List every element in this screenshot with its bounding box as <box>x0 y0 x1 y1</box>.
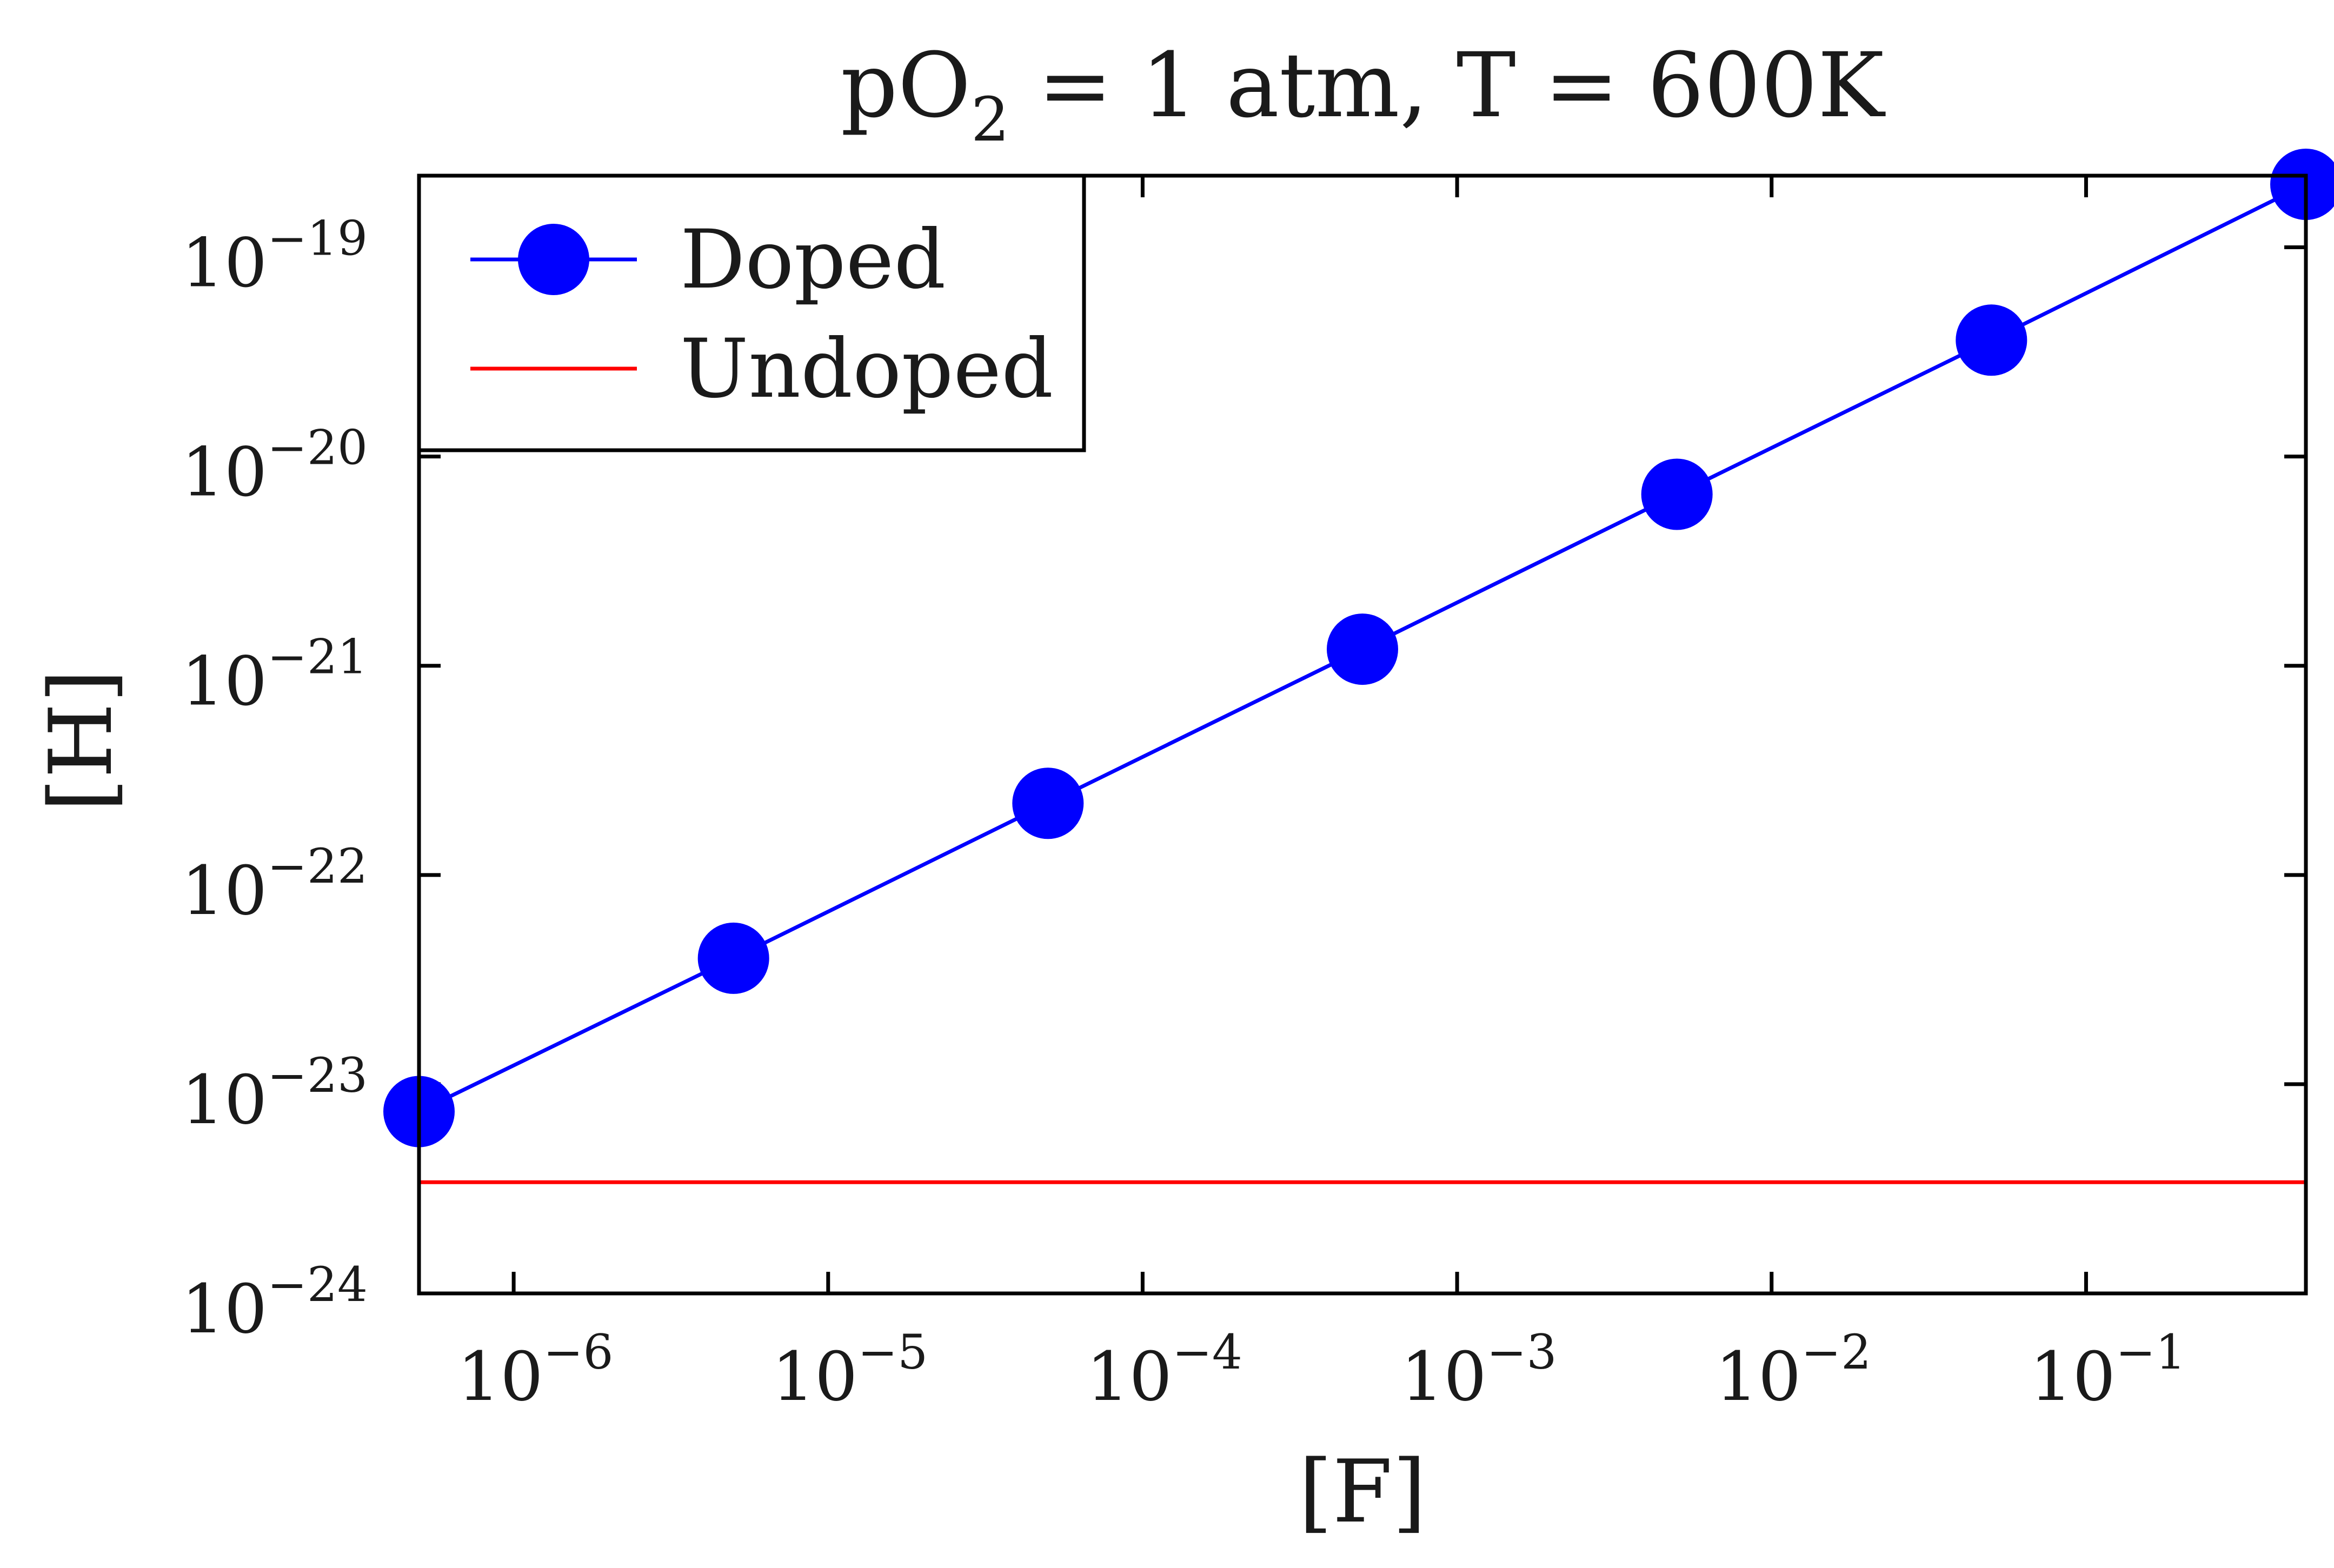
y-tick-label: 10−23 <box>181 1047 368 1139</box>
x-tick-label: 10−1 <box>2030 1324 2186 1416</box>
x-tick-label-exponent: −5 <box>857 1324 928 1380</box>
chart-title-subscript: 2 <box>971 85 1009 155</box>
y-tick-label-exponent: −21 <box>267 629 368 685</box>
legend-doped-marker <box>518 224 589 295</box>
chart-title-prefix: pO <box>841 34 971 137</box>
plot-frame <box>417 174 2308 1296</box>
series-doped-point <box>2270 149 2334 221</box>
y-tick-label: 10−22 <box>181 838 368 930</box>
x-tick-label: 10−3 <box>1401 1324 1557 1416</box>
y-tick-label: 10−19 <box>181 211 368 303</box>
y-tick-label-exponent: −19 <box>267 211 368 266</box>
x-axis-label: [F] <box>1299 1441 1426 1542</box>
x-tick-label: 10−5 <box>772 1324 928 1416</box>
y-tick-label-base: 10 <box>181 224 267 303</box>
y-tick-label-base: 10 <box>181 1061 267 1139</box>
y-tick-label-exponent: −24 <box>267 1257 368 1312</box>
series-doped-point <box>1327 613 1398 685</box>
x-tick-label-base: 10 <box>2030 1338 2116 1416</box>
x-tick-label-base: 10 <box>1086 1338 1172 1416</box>
legend: Doped Undoped <box>417 174 1086 452</box>
y-tick-label-base: 10 <box>181 1270 267 1349</box>
y-tick-label-base: 10 <box>181 852 267 930</box>
y-tick-label-exponent: −23 <box>267 1047 368 1103</box>
y-axis-label: [H] <box>30 669 131 812</box>
y-tick-label-exponent: −20 <box>267 420 368 476</box>
chart-title-suffix: = 1 atm, T = 600K <box>1009 34 1886 137</box>
x-tick-label-exponent: −4 <box>1172 1324 1242 1380</box>
series-doped-point <box>1956 304 2027 376</box>
x-tick-label-exponent: −2 <box>1801 1324 1871 1380</box>
y-tick-label: 10−21 <box>181 629 368 721</box>
tick-labels-layer: 10−6 10−5 10−4 10−3 10−2 10−110−2410−2310−221… <box>181 211 2186 1416</box>
y-tick-label: 10−20 <box>181 420 368 512</box>
y-tick-label: 10−24 <box>181 1257 368 1349</box>
series-doped-point <box>1641 458 1713 530</box>
x-tick-label: 10−6 <box>457 1324 614 1416</box>
series-doped-point <box>1012 768 1084 839</box>
x-tick-label-exponent: −6 <box>543 1324 614 1380</box>
x-tick-label-exponent: −3 <box>1487 1324 1557 1380</box>
x-tick-label: 10−4 <box>1086 1324 1242 1416</box>
chart-title: pO2 = 1 atm, T = 600K <box>841 34 1886 155</box>
x-tick-label-base: 10 <box>457 1338 543 1416</box>
x-tick-label-base: 10 <box>1401 1338 1487 1416</box>
legend-box <box>417 174 1086 452</box>
x-tick-label-base: 10 <box>1715 1338 1801 1416</box>
x-tick-label: 10−2 <box>1715 1324 1871 1416</box>
y-tick-label-base: 10 <box>181 643 267 721</box>
y-tick-label-exponent: −22 <box>267 838 368 894</box>
x-tick-label-exponent: −1 <box>2116 1324 2186 1380</box>
series-layer <box>383 149 2334 1184</box>
legend-undoped-label: Undoped <box>680 322 1053 416</box>
legend-doped-label: Doped <box>680 213 946 307</box>
x-tick-label-base: 10 <box>772 1338 857 1416</box>
series-doped-point <box>697 922 769 994</box>
y-tick-label-base: 10 <box>181 433 267 512</box>
